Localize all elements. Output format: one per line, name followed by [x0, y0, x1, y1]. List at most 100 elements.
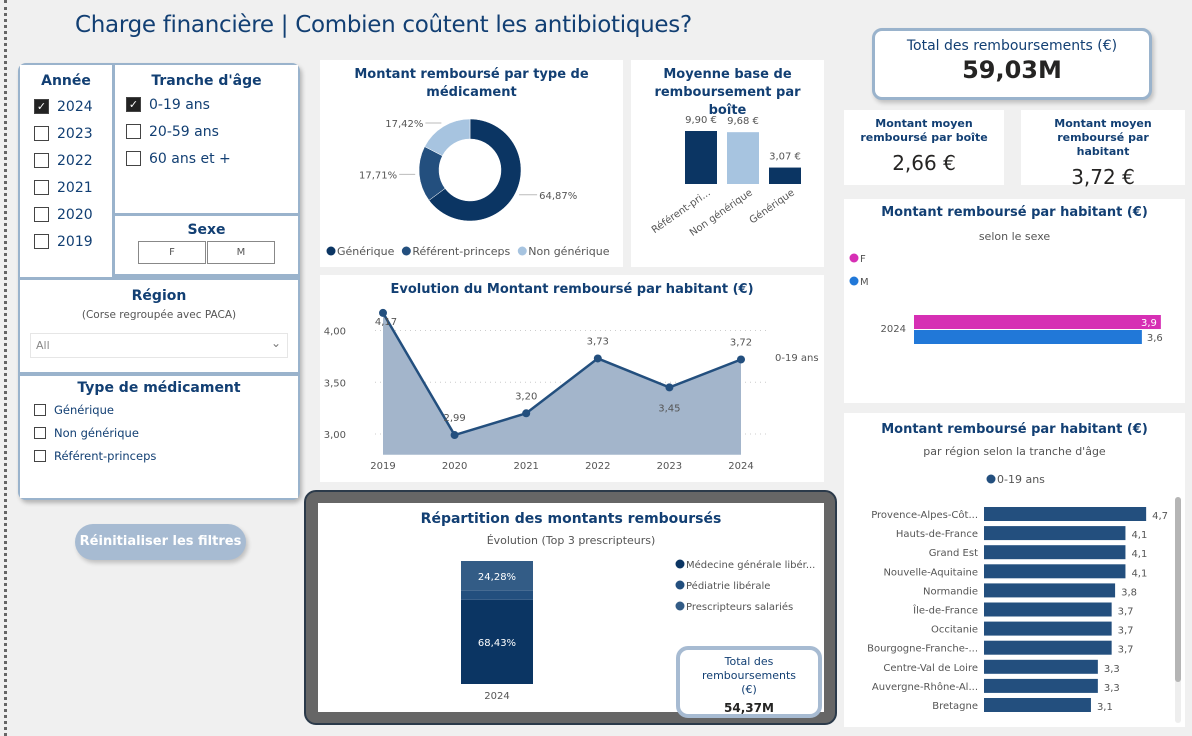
legend-dot-icon — [849, 276, 859, 286]
region-slicer-subtitle: (Corse regroupée avec PACA) — [81, 309, 237, 321]
line-series — [381, 312, 742, 437]
bar — [685, 131, 717, 184]
bar — [914, 330, 1142, 344]
bar — [984, 640, 1112, 655]
donut-slice-2 — [424, 118, 471, 157]
checkbox-icon[interactable] — [34, 234, 49, 249]
region-slicer: Région (Corse regroupée avec PACA) All ⌄ — [20, 280, 298, 372]
bar-value-label: 3,6 — [1147, 333, 1163, 344]
bar — [984, 526, 1126, 541]
stacked-segment — [461, 599, 533, 684]
donut-chart: 64,87% 17,71% 17,42% Générique Référent-prin… — [326, 118, 610, 258]
region-chart-card: Montant remboursé par habitant (€) par r… — [844, 413, 1185, 727]
checkbox-item[interactable]: 2023 — [34, 120, 112, 147]
sex-option-m[interactable]: M — [207, 241, 275, 264]
legend-dot-icon — [675, 580, 685, 590]
checkbox-icon[interactable] — [34, 449, 46, 462]
checkbox-icon[interactable] — [34, 126, 49, 141]
data-point — [737, 355, 745, 364]
y-category-label: Occitanie — [931, 625, 978, 636]
scrollbar-thumb[interactable] — [1175, 497, 1181, 682]
donut-card: Montant remboursé par type de médicament… — [320, 60, 623, 267]
bar — [984, 564, 1126, 579]
checkbox-item[interactable]: 60 ans et + — [126, 145, 298, 172]
checkbox-label: 60 ans et + — [149, 150, 231, 167]
data-label: 3,20 — [515, 391, 537, 402]
avg-base-chart: 9,90 €Référent-pri...9,68 €Non générique… — [649, 115, 801, 239]
avg-hab-kpi-card: Montant moyen remboursé par habitant 3,7… — [1021, 110, 1185, 189]
data-point — [665, 383, 674, 392]
legend-label: M — [860, 277, 869, 288]
y-category-label: Normandie — [923, 586, 978, 597]
legend-label: Pédiatrie libérale — [686, 580, 770, 592]
legend-dot-icon — [326, 246, 336, 256]
y-category-label: Île-de-France — [912, 604, 978, 617]
x-tick-label: 2020 — [442, 461, 467, 472]
reset-filters-button[interactable]: Réinitialiser les filtres — [75, 524, 246, 560]
checkbox-item[interactable]: 2021 — [34, 174, 112, 201]
checkbox-checked-icon[interactable]: ✓ — [126, 97, 141, 112]
y-category-label: Bourgogne-Franche-... — [867, 644, 978, 655]
stacked-segment — [461, 561, 533, 591]
checkbox-icon[interactable] — [34, 153, 49, 168]
checkbox-item[interactable]: ✓ 0-19 ans — [126, 91, 298, 118]
checkbox-item[interactable]: Générique — [34, 398, 298, 421]
x-tick-label: 2024 — [484, 691, 509, 702]
legend-label: Générique — [337, 245, 395, 258]
sex-option-f[interactable]: F — [138, 241, 206, 264]
data-point — [450, 431, 459, 440]
region-dropdown[interactable]: All ⌄ — [30, 333, 288, 358]
checkbox-icon[interactable] — [126, 124, 141, 139]
legend-dot-icon — [849, 253, 859, 263]
legend-dot-icon — [517, 246, 527, 256]
legend-dot-icon — [986, 474, 996, 484]
checkbox-item[interactable]: Non générique — [34, 421, 298, 444]
checkbox-item[interactable]: 2022 — [34, 147, 112, 174]
total-kpi-label: Total des remboursements (€) — [906, 38, 1118, 54]
avg-box-kpi-value: 2,66 € — [892, 151, 956, 175]
donut-title: Montant remboursé par type de médicament — [354, 67, 589, 100]
sex-slicer: Sexe F M — [115, 216, 298, 274]
checkbox-item[interactable]: 20-59 ans — [126, 118, 298, 145]
page-border — [4, 0, 7, 736]
checkbox-checked-icon[interactable]: ✓ — [34, 99, 49, 114]
checkbox-icon[interactable] — [126, 151, 141, 166]
bar-value-label: 3,7 — [1118, 626, 1134, 637]
bar — [984, 507, 1147, 521]
page-title: Charge financière | Combien coûtent les … — [75, 12, 692, 38]
age-slicer-title: Tranche d'âge — [151, 73, 262, 89]
region-dropdown-value: All — [36, 339, 50, 352]
bar — [984, 583, 1116, 598]
filters-panel: Année ✓ 2024 2023 2022 2021 2020 2019 Tranche … — [18, 63, 300, 500]
avg-hab-kpi-value: 3,72 € — [1071, 165, 1135, 189]
checkbox-item[interactable]: Référent-princeps — [34, 444, 298, 467]
sex-chart: F 3,9 M 3,6 2024 — [849, 253, 1163, 344]
avg-box-kpi-label: Montant moyen remboursé par boîte — [860, 117, 988, 144]
checkbox-item[interactable]: 2020 — [34, 201, 112, 228]
bar-value-label: 3,7 — [1118, 607, 1134, 618]
y-category-label: Provence-Alpes-Côt... — [871, 509, 978, 521]
checkbox-item[interactable]: 2019 — [34, 228, 112, 255]
x-tick-label: 2022 — [585, 461, 610, 472]
avg-hab-kpi-label: Montant moyen remboursé par habitant — [1054, 117, 1152, 158]
segment-label: 24,28% — [478, 572, 516, 583]
evolution-chart: 4,00 3,50 3,00 4,17 2019 2,99 2020 3,20 2021 3,73… — [324, 308, 819, 472]
checkbox-label: 2022 — [57, 152, 93, 169]
checkbox-label: 0-19 ans — [149, 96, 210, 113]
checkbox-icon[interactable] — [34, 426, 46, 439]
donut-slice-0 — [428, 118, 522, 222]
checkbox-icon[interactable] — [34, 207, 49, 222]
y-category-label: 2024 — [881, 324, 906, 335]
checkbox-item[interactable]: ✓ 2024 — [34, 93, 112, 120]
sex-chart-card: Montant remboursé par habitant (€) selon… — [844, 199, 1185, 403]
y-category-label: Hauts-de-France — [896, 529, 978, 540]
y-category-label: Grand Est — [929, 548, 978, 559]
y-tick-label: 3,00 — [324, 430, 346, 441]
scrollbar-track[interactable] — [1175, 497, 1181, 723]
legend-label: Référent-princeps — [412, 245, 510, 258]
checkbox-label: 2019 — [57, 233, 93, 250]
checkbox-icon[interactable] — [34, 180, 49, 195]
checkbox-icon[interactable] — [34, 403, 46, 416]
x-tick-label: 2019 — [370, 461, 395, 472]
repartition-subtitle: Évolution (Top 3 prescripteurs) — [486, 534, 656, 547]
